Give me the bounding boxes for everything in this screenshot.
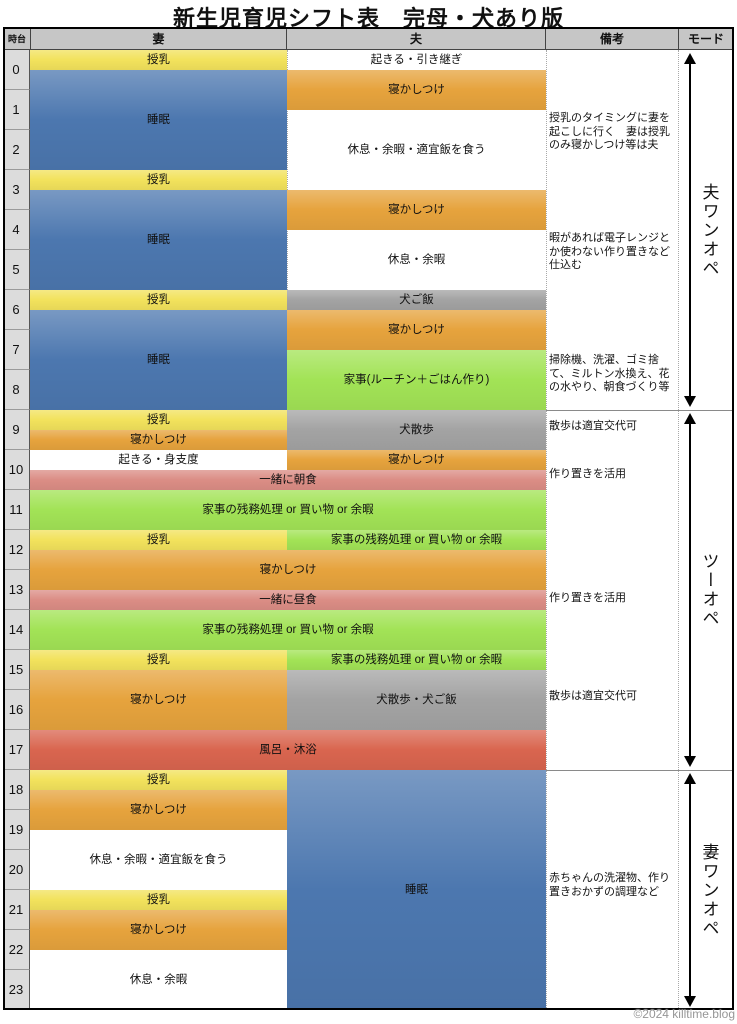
schedule-cell: 休息・余暇 <box>129 973 188 986</box>
column-divider <box>546 50 547 1010</box>
hour-label: 8 <box>3 370 30 410</box>
watermark: ©2024 killtime.blog <box>633 1007 735 1021</box>
schedule-cell: 犬散歩 <box>287 410 546 450</box>
mode-label: ツーオペ <box>699 552 719 628</box>
arrow-up-icon <box>684 413 696 424</box>
hour-label: 13 <box>3 570 30 610</box>
note-text: 作り置きを活用 <box>549 592 626 604</box>
hour-label: 10 <box>3 450 30 490</box>
schedule-cell: 授乳 <box>30 290 287 310</box>
note-text: 授乳のタイミングに妻を起こしに行く 妻は授乳のみ寝かしつけ等は夫 <box>549 112 670 151</box>
arrow-line <box>689 782 691 998</box>
schedule-cell: 一緒に昼食 <box>30 590 546 610</box>
schedule-cell: 休息・余暇・適宜飯を食う <box>347 143 486 156</box>
header-notes: 備考 <box>545 27 679 50</box>
schedule-cell: 睡眠 <box>287 770 546 1010</box>
hour-label: 5 <box>3 250 30 290</box>
hour-label: 9 <box>3 410 30 450</box>
mode-range-arrow <box>684 53 696 407</box>
schedule-cell: 起きる・引き継ぎ <box>370 53 463 66</box>
mode-label: 夫ワンオペ <box>699 182 719 278</box>
hour-label: 4 <box>3 210 30 250</box>
hour-label: 3 <box>3 170 30 210</box>
hour-label: 6 <box>3 290 30 330</box>
schedule-cell: 寝かしつけ <box>30 910 287 950</box>
schedule-cell: 犬ご飯 <box>287 290 546 310</box>
schedule-cell: 授乳 <box>30 50 287 70</box>
schedule-cell: 寝かしつけ <box>287 70 546 110</box>
note-text: 暇があれば電子レンジとか使わない作り置きなど仕込む <box>549 232 670 271</box>
schedule-cell: 授乳 <box>30 770 287 790</box>
hour-label: 21 <box>3 890 30 930</box>
hour-label: 18 <box>3 770 30 810</box>
schedule-cell: 寝かしつけ <box>30 790 287 830</box>
schedule-cell: 家事(ルーチン＋ごはん作り) <box>287 350 546 410</box>
schedule-cell: 睡眠 <box>30 190 287 290</box>
hour-label: 19 <box>3 810 30 850</box>
page-title: 新生児育児シフト表 完母・犬あり版 <box>172 6 564 31</box>
hour-label: 2 <box>3 130 30 170</box>
schedule-cell: 家事の残務処理 or 買い物 or 余暇 <box>287 530 546 550</box>
hour-label: 7 <box>3 330 30 370</box>
arrow-up-icon <box>684 773 696 784</box>
schedule-cell: 風呂・沐浴 <box>30 730 546 770</box>
hour-label: 1 <box>3 90 30 130</box>
note-text: 散歩は適宜交代可 <box>549 420 637 432</box>
header-wife: 妻 <box>30 27 287 50</box>
arrow-up-icon <box>684 53 696 64</box>
hour-label: 23 <box>3 970 30 1010</box>
schedule-cell: 授乳 <box>30 530 287 550</box>
arrow-down-icon <box>684 756 696 767</box>
schedule-cell: 寝かしつけ <box>287 310 546 350</box>
mode-range-arrow <box>684 773 696 1007</box>
hour-label: 15 <box>3 650 30 690</box>
section-divider <box>546 770 734 771</box>
note-text: 作り置きを活用 <box>549 468 626 480</box>
mode-range-arrow <box>684 413 696 767</box>
schedule-cell: 寝かしつけ <box>287 190 546 230</box>
schedule-cell: 寝かしつけ <box>287 450 546 470</box>
hour-label: 12 <box>3 530 30 570</box>
hour-label: 17 <box>3 730 30 770</box>
schedule-cell: 家事の残務処理 or 買い物 or 余暇 <box>30 610 546 650</box>
schedule-cell: 授乳 <box>30 890 287 910</box>
schedule-cell: 家事の残務処理 or 買い物 or 余暇 <box>287 650 546 670</box>
arrow-down-icon <box>684 396 696 407</box>
header-mode: モード <box>678 27 734 50</box>
schedule-cell: 寝かしつけ <box>30 430 287 450</box>
mode-label: 妻ワンオペ <box>699 842 719 938</box>
section-divider <box>546 410 734 411</box>
schedule-cell: 犬散歩・犬ご飯 <box>287 670 546 730</box>
arrow-down-icon <box>684 996 696 1007</box>
note-text: 掃除機、洗濯、ゴミ捨て、ミルトン水換え、花の水やり、朝食づくり等 <box>549 354 670 393</box>
schedule-cell: 起きる・身支度 <box>118 453 199 466</box>
hour-label: 0 <box>3 50 30 90</box>
arrow-line <box>689 62 691 398</box>
hour-label: 16 <box>3 690 30 730</box>
note-text: 赤ちゃんの洗濯物、作り置きおかずの調理など <box>549 872 670 898</box>
schedule-cell: 睡眠 <box>30 70 287 170</box>
schedule-cell: 寝かしつけ <box>30 550 546 590</box>
schedule-cell: 休息・余暇 <box>387 253 446 266</box>
schedule-cell: 寝かしつけ <box>30 670 287 730</box>
hour-label: 14 <box>3 610 30 650</box>
note-text: 散歩は適宜交代可 <box>549 690 637 702</box>
schedule-cell: 睡眠 <box>30 310 287 410</box>
schedule-cell: 休息・余暇・適宜飯を食う <box>89 853 228 866</box>
schedule-cell: 授乳 <box>30 650 287 670</box>
schedule-cell: 授乳 <box>30 170 287 190</box>
hour-label: 11 <box>3 490 30 530</box>
header-husband: 夫 <box>286 27 546 50</box>
header-hour: 時台 <box>3 27 31 50</box>
arrow-line <box>689 422 691 758</box>
schedule-cell: 授乳 <box>30 410 287 430</box>
schedule-cell: 家事の残務処理 or 買い物 or 余暇 <box>30 490 546 530</box>
hour-label: 20 <box>3 850 30 890</box>
hour-label: 22 <box>3 930 30 970</box>
schedule-cell: 一緒に朝食 <box>30 470 546 490</box>
column-divider <box>678 50 679 1010</box>
